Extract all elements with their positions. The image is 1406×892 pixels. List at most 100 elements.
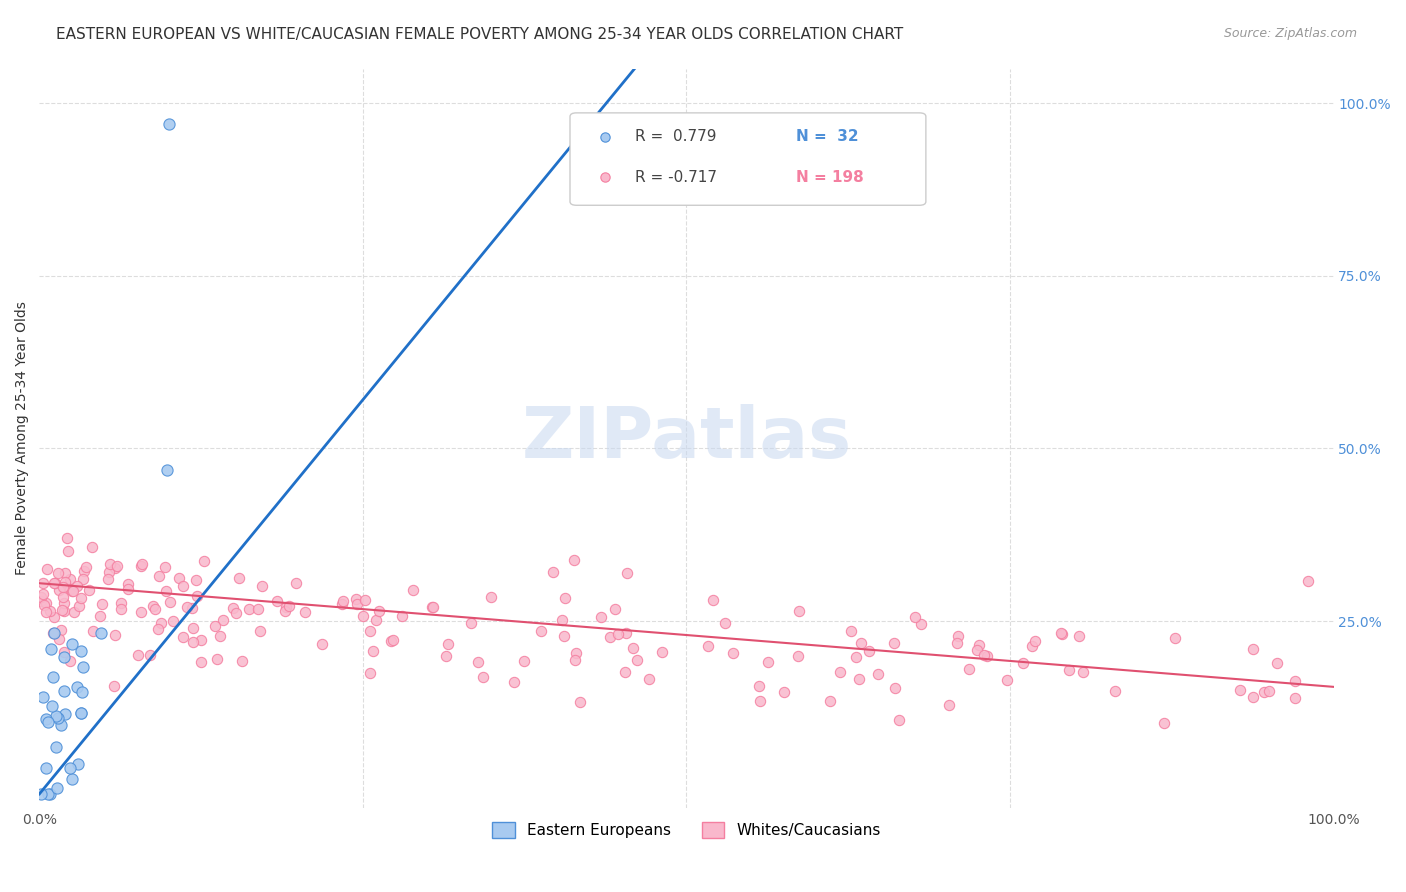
Point bbox=[103, 679, 125, 693]
Point bbox=[621, 640, 644, 655]
Point bbox=[141, 599, 163, 614]
Point bbox=[205, 652, 228, 666]
Point bbox=[49, 624, 72, 638]
Point bbox=[713, 615, 735, 630]
Point bbox=[332, 594, 354, 608]
Point bbox=[181, 635, 204, 649]
Point bbox=[606, 627, 628, 641]
Text: N = 198: N = 198 bbox=[796, 169, 865, 185]
Point bbox=[756, 655, 779, 669]
Point bbox=[77, 583, 100, 598]
Point bbox=[562, 553, 585, 567]
Point bbox=[278, 599, 301, 613]
Point bbox=[34, 712, 56, 726]
Point bbox=[72, 660, 94, 674]
Point bbox=[966, 642, 988, 657]
Point bbox=[70, 685, 93, 699]
Point bbox=[186, 573, 208, 587]
Point bbox=[551, 613, 574, 627]
Point bbox=[70, 644, 93, 658]
Point bbox=[238, 602, 260, 616]
Point bbox=[157, 117, 180, 131]
Point bbox=[1050, 625, 1073, 640]
Point bbox=[53, 575, 76, 590]
Point bbox=[127, 648, 149, 663]
Point bbox=[352, 608, 374, 623]
Point bbox=[225, 606, 247, 620]
Point bbox=[159, 594, 181, 608]
Point bbox=[143, 602, 166, 616]
Point bbox=[60, 637, 83, 651]
Point bbox=[368, 604, 391, 618]
Point bbox=[190, 655, 212, 669]
Point bbox=[69, 706, 91, 720]
Point bbox=[66, 579, 89, 593]
Point bbox=[110, 596, 132, 610]
Point bbox=[749, 694, 772, 708]
Point bbox=[73, 564, 96, 578]
Point bbox=[56, 543, 79, 558]
Point bbox=[1104, 684, 1126, 698]
Point bbox=[266, 594, 288, 608]
Text: Source: ZipAtlas.com: Source: ZipAtlas.com bbox=[1223, 27, 1357, 40]
Point bbox=[818, 694, 841, 708]
Point bbox=[70, 706, 93, 720]
Point bbox=[66, 757, 89, 772]
Point bbox=[228, 571, 250, 585]
Point bbox=[593, 197, 616, 211]
Point bbox=[181, 600, 204, 615]
Point bbox=[98, 557, 121, 571]
Point bbox=[59, 572, 82, 586]
Point bbox=[530, 624, 553, 638]
Point bbox=[330, 597, 353, 611]
Point bbox=[89, 608, 111, 623]
Point bbox=[48, 583, 70, 598]
Point bbox=[67, 599, 90, 613]
Point bbox=[460, 616, 482, 631]
Point bbox=[148, 569, 170, 583]
Point bbox=[848, 673, 870, 687]
Point bbox=[44, 740, 66, 755]
Point bbox=[250, 579, 273, 593]
Point bbox=[59, 654, 82, 668]
Point bbox=[97, 565, 120, 579]
Point bbox=[32, 598, 55, 612]
Point bbox=[361, 644, 384, 658]
Point bbox=[973, 648, 995, 663]
Point bbox=[380, 634, 402, 648]
Point bbox=[42, 625, 65, 640]
Point bbox=[42, 670, 65, 684]
Point bbox=[773, 684, 796, 698]
Point bbox=[294, 605, 316, 619]
Point bbox=[605, 602, 627, 616]
Point bbox=[1229, 683, 1251, 698]
Point bbox=[39, 787, 62, 801]
Point bbox=[613, 665, 636, 680]
Point bbox=[346, 597, 368, 611]
Point bbox=[131, 557, 153, 571]
Point bbox=[599, 631, 621, 645]
Point bbox=[381, 632, 404, 647]
Point bbox=[186, 589, 208, 603]
Point bbox=[52, 596, 75, 610]
Point bbox=[1164, 631, 1187, 645]
Point bbox=[503, 675, 526, 690]
Point bbox=[37, 562, 59, 576]
Point bbox=[910, 616, 932, 631]
Point bbox=[30, 593, 52, 607]
Point bbox=[172, 630, 194, 644]
Point bbox=[422, 599, 444, 614]
Point bbox=[249, 624, 271, 638]
Point bbox=[1265, 656, 1288, 670]
Point bbox=[626, 653, 648, 667]
Point bbox=[52, 580, 75, 594]
Point bbox=[139, 648, 162, 663]
Point bbox=[1057, 664, 1080, 678]
Point bbox=[883, 681, 905, 695]
Point bbox=[35, 761, 58, 775]
FancyBboxPatch shape bbox=[569, 113, 927, 205]
Point bbox=[1012, 657, 1035, 671]
Point bbox=[41, 699, 63, 714]
Point bbox=[273, 604, 295, 618]
Point bbox=[45, 709, 67, 723]
